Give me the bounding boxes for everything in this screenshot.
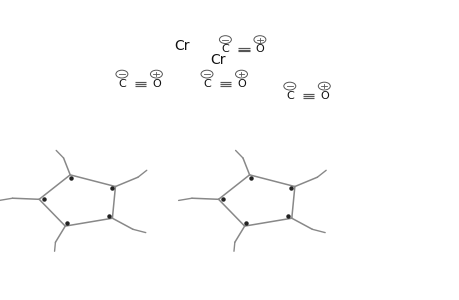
Text: Cr: Cr	[210, 53, 226, 67]
Text: O: O	[255, 44, 264, 55]
Text: C: C	[203, 79, 210, 89]
Text: O: O	[236, 79, 246, 89]
Text: C: C	[285, 91, 293, 101]
Text: O: O	[151, 79, 161, 89]
Text: C: C	[118, 79, 125, 89]
Text: O: O	[319, 91, 328, 101]
Text: Cr: Cr	[174, 40, 189, 53]
Text: C: C	[221, 44, 229, 55]
